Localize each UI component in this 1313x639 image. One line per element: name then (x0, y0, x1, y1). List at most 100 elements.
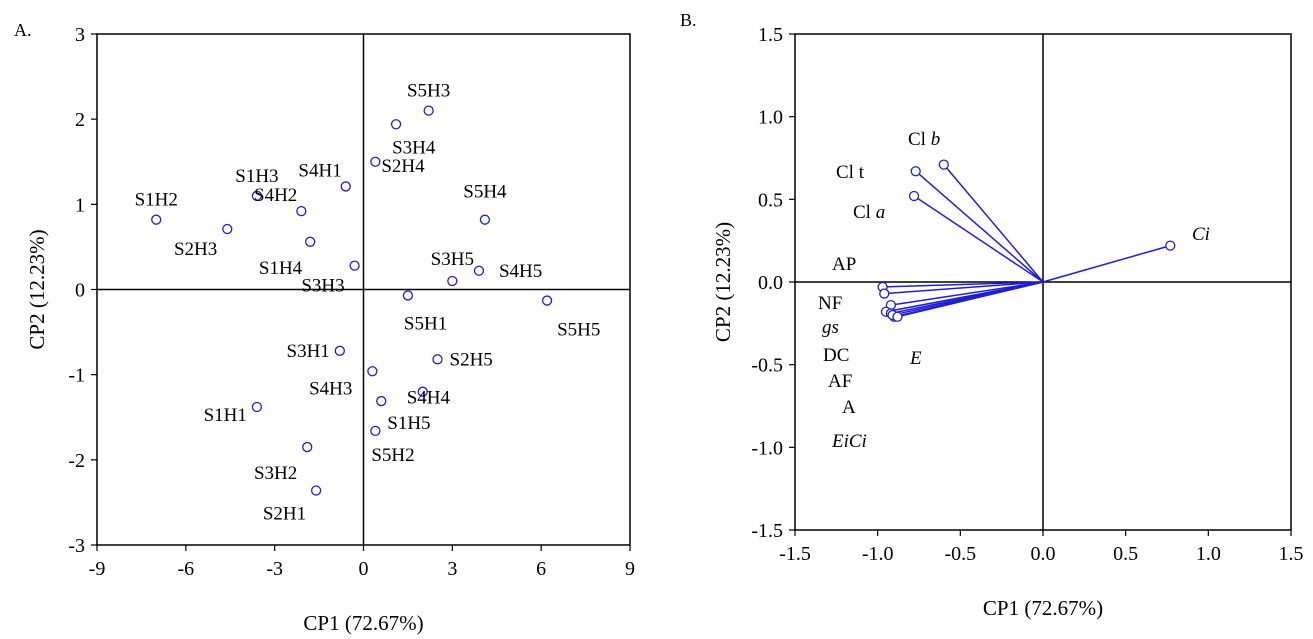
scatter-point (423, 105, 434, 116)
point-label: S2H5 (450, 349, 493, 370)
point-label: S4H2 (254, 185, 297, 206)
variable-label-base: Cl (853, 202, 876, 223)
x-axis-title-b: CP1 (72.67%) (983, 596, 1103, 620)
y-tick-label-a: 0 (75, 280, 85, 302)
x-tick-label-b: -1.5 (779, 543, 811, 565)
x-tick-label-a: 0 (359, 558, 369, 580)
y-tick-label-b: -1.0 (751, 437, 783, 459)
point-label: S5H3 (407, 81, 450, 102)
panel-b-label: B. (680, 10, 697, 30)
y-tick-label-a: -1 (68, 365, 85, 387)
x-tick-label-a: 3 (447, 558, 457, 580)
point-label: S1H2 (135, 190, 178, 211)
scatter-point (417, 386, 428, 397)
point-label: S2H1 (263, 503, 306, 524)
point-label: S3H1 (287, 341, 330, 362)
y-tick-label-b: 1.5 (758, 24, 783, 46)
scatter-point (367, 366, 378, 377)
scatter-point (296, 205, 307, 217)
scatter-point (370, 156, 381, 167)
y-tick-label-a: 2 (75, 109, 85, 131)
variable-label-italic: gs (822, 317, 839, 338)
point-label: S1H5 (387, 413, 430, 434)
variable-label-base: AF (828, 371, 852, 392)
variable-label-ci: Ci (1192, 224, 1210, 245)
point-label: S2H4 (381, 156, 425, 177)
scatter-point (310, 485, 322, 496)
loading-point (938, 159, 949, 170)
scatter-point (479, 214, 491, 225)
scatter-point (302, 441, 313, 453)
loading-vector (897, 281, 1044, 318)
point-label: S1H3 (235, 166, 278, 187)
variable-label-cla: Cl a (853, 202, 885, 223)
variable-label-base: A (842, 397, 856, 418)
point-label: S1H1 (204, 405, 247, 426)
panel-a-label: A. (14, 20, 32, 40)
loading-vector (882, 281, 1044, 288)
scatter-point (473, 265, 485, 276)
scatter-point (432, 354, 443, 365)
scatter-point (370, 425, 381, 437)
variable-label-base: DC (823, 345, 849, 366)
x-tick-label-b: 0.5 (1113, 543, 1138, 565)
x-tick-label-b: 0.0 (1031, 543, 1056, 565)
point-label: S5H2 (371, 445, 414, 466)
scatter-point (349, 260, 360, 271)
y-tick-label-b: 0.0 (758, 272, 783, 294)
variable-label-base: AP (832, 254, 856, 275)
x-tick-label-b: -0.5 (944, 543, 976, 565)
scatter-point (251, 401, 263, 413)
loading-point (1165, 240, 1176, 251)
variable-label-italic: EiCi (831, 431, 867, 452)
scatter-point (402, 290, 414, 301)
loading-vector (884, 281, 1044, 295)
scatter-point (340, 181, 351, 192)
point-label: S3H2 (254, 463, 297, 484)
loading-point (892, 311, 903, 322)
point-label: S5H5 (557, 320, 600, 341)
x-axis-title-a: CP1 (72.67%) (303, 611, 423, 635)
scatter-point (390, 119, 402, 130)
variable-label-gs: gs (822, 317, 839, 338)
point-label: S1H4 (259, 258, 303, 279)
loading-point (910, 166, 921, 177)
x-tick-label-b: 1.0 (1196, 543, 1221, 565)
y-tick-label-b: 0.5 (758, 189, 783, 211)
variable-label-base: Cl t (836, 162, 865, 183)
x-tick-label-b: 1.5 (1279, 543, 1304, 565)
y-tick-label-a: 3 (75, 24, 85, 46)
x-tick-label-b: -1.0 (862, 543, 894, 565)
point-label: S4H3 (309, 378, 352, 399)
point-label: S2H3 (174, 239, 217, 260)
point-label: S5H4 (463, 182, 507, 203)
loading-vector (890, 281, 1044, 306)
loading-point (879, 288, 890, 299)
x-tick-label-a: -6 (177, 558, 194, 580)
x-tick-label-a: 9 (625, 558, 635, 580)
variable-label-e: E (909, 348, 922, 369)
y-tick-label-a: -2 (68, 450, 85, 472)
point-label: S5H1 (404, 313, 447, 334)
loading-point (908, 190, 920, 202)
y-axis-title-b: CP2 (12.23%) (711, 222, 735, 342)
scatter-point (334, 345, 345, 356)
scatter-point (541, 295, 553, 306)
variable-label-clb: Cl b (908, 129, 940, 150)
y-tick-label-b: -1.5 (751, 520, 783, 542)
variable-label-a: A (842, 397, 856, 418)
y-tick-label-a: 1 (75, 194, 85, 216)
point-label: S3H3 (301, 276, 344, 297)
variable-label-af: AF (828, 371, 852, 392)
variable-label-italic: E (909, 348, 922, 369)
variable-label-base: NF (818, 293, 842, 314)
loading-vector (913, 195, 1044, 283)
loading-vector (943, 164, 1044, 283)
point-label: S4H5 (499, 261, 542, 282)
scatter-point (222, 223, 233, 235)
x-tick-label-a: 6 (536, 558, 546, 580)
scatter-point (251, 190, 263, 201)
variable-label-eici: EiCi (831, 431, 867, 452)
x-tick-label-a: -9 (89, 558, 106, 580)
variable-label-ap: AP (832, 254, 856, 275)
